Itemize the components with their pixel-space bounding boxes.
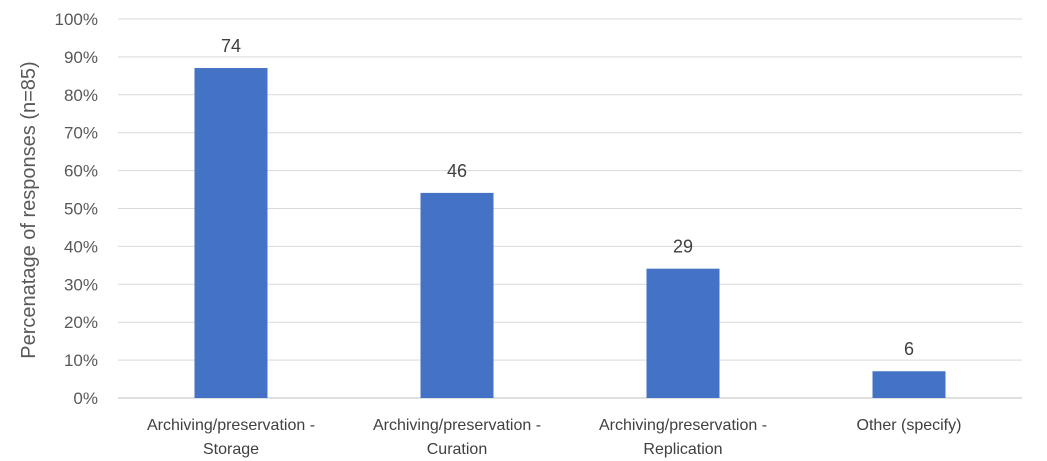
bar <box>420 192 494 398</box>
bar <box>194 68 268 398</box>
gridlines <box>118 18 1022 399</box>
x-category-label: Other (specify) <box>857 417 962 434</box>
bar <box>646 268 720 398</box>
x-category-label-line: Storage <box>203 441 259 458</box>
data-labels: 74 46 29 6 <box>221 36 914 359</box>
y-tick-label: 90% <box>64 48 98 67</box>
y-axis-title: Percenatage of responses (n=85) <box>18 61 40 358</box>
y-tick-label: 10% <box>64 351 98 370</box>
y-tick-label: 40% <box>64 237 98 256</box>
bars <box>194 68 946 398</box>
data-label: 46 <box>447 161 467 181</box>
x-category-label-line: Archiving/preservation - <box>147 417 315 434</box>
x-category-label-line: Curation <box>427 441 487 458</box>
y-tick-label: 0% <box>73 389 98 408</box>
data-label: 29 <box>673 237 693 257</box>
y-tick-label: 20% <box>64 313 98 332</box>
y-tick-label: 30% <box>64 275 98 294</box>
bar <box>872 371 946 398</box>
y-tick-label: 50% <box>64 200 98 219</box>
x-axis-categories: Archiving/preservation -StorageArchiving… <box>147 417 962 458</box>
data-label: 6 <box>904 339 914 359</box>
x-category-label-line: Archiving/preservation - <box>373 417 541 434</box>
y-tick-label: 60% <box>64 162 98 181</box>
x-category-label: Archiving/preservation - Storage <box>147 417 315 458</box>
data-label: 74 <box>221 36 241 56</box>
x-category-label-line: Other (specify) <box>857 417 962 434</box>
y-axis-ticks: 0% 10% 20% 30% 40% 50% 60% 70% 80% 90% 100% <box>55 10 98 408</box>
x-category-label: Archiving/preservation - Curation <box>373 417 541 458</box>
y-tick-label: 70% <box>64 124 98 143</box>
x-category-label-line: Archiving/preservation - <box>599 417 767 434</box>
y-tick-label: 80% <box>64 86 98 105</box>
x-category-label-line: Replication <box>643 441 722 458</box>
y-tick-label: 100% <box>55 10 98 29</box>
x-category-label: Archiving/preservation - Replication <box>599 417 767 458</box>
